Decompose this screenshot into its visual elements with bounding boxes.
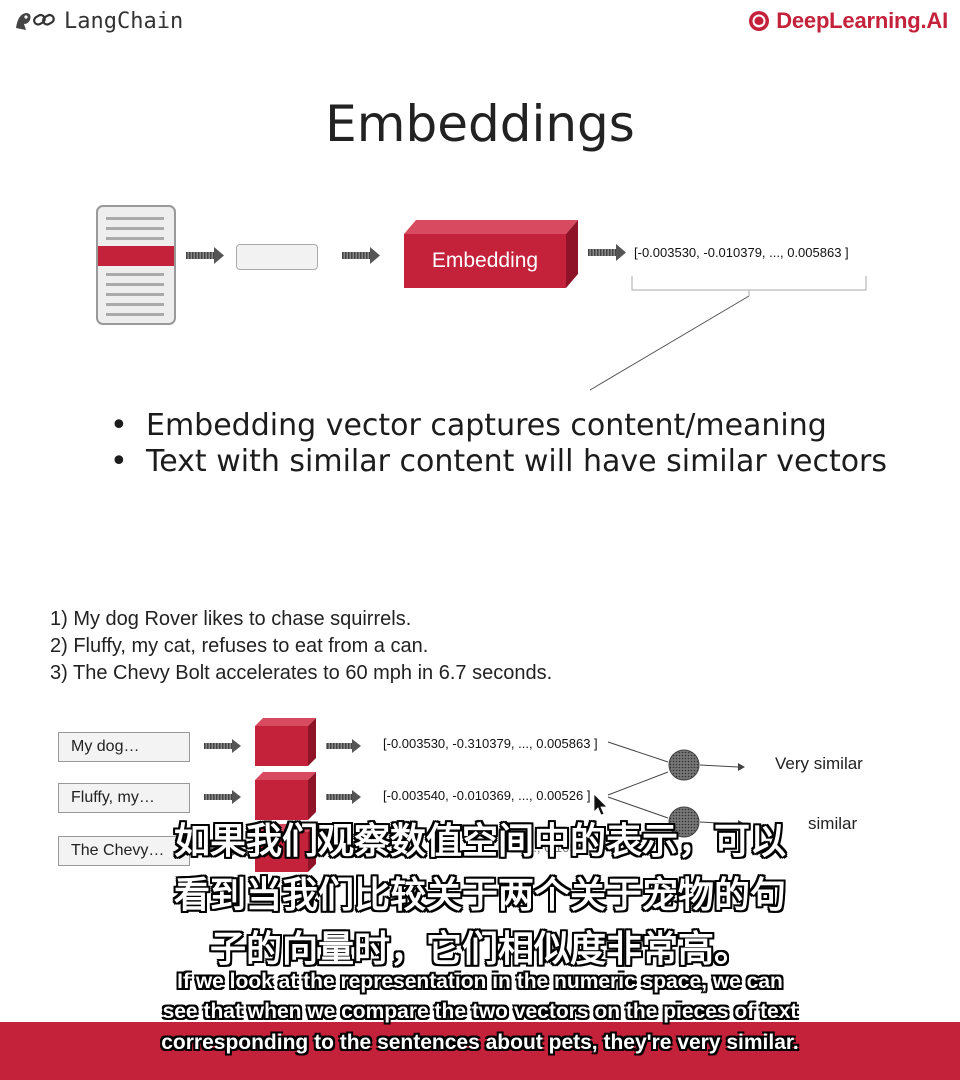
langchain-logo: LangChain xyxy=(12,6,183,36)
embedding-label: Embedding xyxy=(431,249,539,272)
arrow-icon xyxy=(204,739,241,753)
text-chunk xyxy=(236,244,318,270)
arrow-icon xyxy=(326,739,361,753)
result-very-similar: Very similar xyxy=(775,754,863,773)
bullet-dot: • xyxy=(110,408,128,443)
similarity-node xyxy=(668,806,700,838)
arrow-icon xyxy=(204,842,241,856)
example-sentences: 1) My dog Rover likes to chase squirrels… xyxy=(50,606,552,687)
arrow-icon xyxy=(186,247,224,264)
subtitle-band xyxy=(0,1022,960,1080)
parrot-chain-icon xyxy=(16,13,55,30)
deeplearning-icon xyxy=(749,11,770,31)
slide-title: Embeddings xyxy=(325,95,635,153)
input-box-fluffy: Fluffy, my… xyxy=(58,783,190,813)
embedding-vector: [-0.003530, -0.010379, ..., 0.005863 ] xyxy=(634,245,849,260)
arrow-icon xyxy=(342,247,380,264)
document-icon xyxy=(96,205,176,325)
input-box-dog: My dog… xyxy=(58,732,190,762)
bullet-dot: • xyxy=(110,444,128,479)
subtitle-cn-line-3: 子的向量时，它们相似度非常高。 xyxy=(209,929,750,970)
langchain-logo-text: LangChain xyxy=(64,8,184,34)
similarity-node xyxy=(668,749,700,781)
subtitle-cn-line-1: 如果我们观察数值空间中的表示，可以 xyxy=(173,821,786,862)
pipeline-graphics xyxy=(186,220,867,391)
subtitle-en-line-3: corresponding to the sentences about pet… xyxy=(161,1031,799,1054)
bullet-text: Embedding vector captures content/meanin… xyxy=(146,408,827,443)
arrow-icon xyxy=(204,790,241,804)
sentence-2: 2) Fluffy, my cat, refuses to eat from a… xyxy=(50,635,429,657)
subtitle-en-line-2: see that when we compare the two vectors… xyxy=(162,1000,798,1023)
vector-dog: [-0.003530, -0.310379, ..., 0.005863 ] xyxy=(383,736,598,751)
bullet-text: Text with similar content will have simi… xyxy=(146,444,888,479)
vector-chevy: [-0.0..., 0.1058... xyxy=(500,840,595,855)
subtitle-en-line-1: If we look at the representation in the … xyxy=(177,970,783,993)
bullet-item: • Text with similar content will have si… xyxy=(110,444,887,480)
result-similar: similar xyxy=(808,814,858,833)
subtitle-cn-line-2: 看到当我们比较关于两个关于宠物的句 xyxy=(173,875,786,916)
embedding-cube xyxy=(255,772,316,820)
arrow-icon xyxy=(588,244,626,261)
sentence-1: 1) My dog Rover likes to chase squirrels… xyxy=(50,608,412,630)
arrow-icon xyxy=(326,790,361,804)
vector-fluffy: [-0.003540, -0.010369, ..., 0.00526 ] xyxy=(383,788,591,803)
deeplearning-logo: DeepLearning.AI xyxy=(748,8,948,34)
deeplearning-logo-text: DeepLearning.AI xyxy=(776,8,948,33)
bullet-list: • Embedding vector captures content/mean… xyxy=(110,408,887,480)
sentence-3: 3) The Chevy Bolt accelerates to 60 mph … xyxy=(50,662,553,684)
comparison-graphics xyxy=(204,718,745,872)
bullet-item: • Embedding vector captures content/mean… xyxy=(110,408,887,444)
embedding-cube xyxy=(255,824,316,872)
mouse-cursor-icon xyxy=(593,793,608,816)
embedding-model-block xyxy=(404,220,578,288)
input-box-chevy: The Chevy… xyxy=(58,836,190,866)
embedding-cube xyxy=(255,718,316,766)
